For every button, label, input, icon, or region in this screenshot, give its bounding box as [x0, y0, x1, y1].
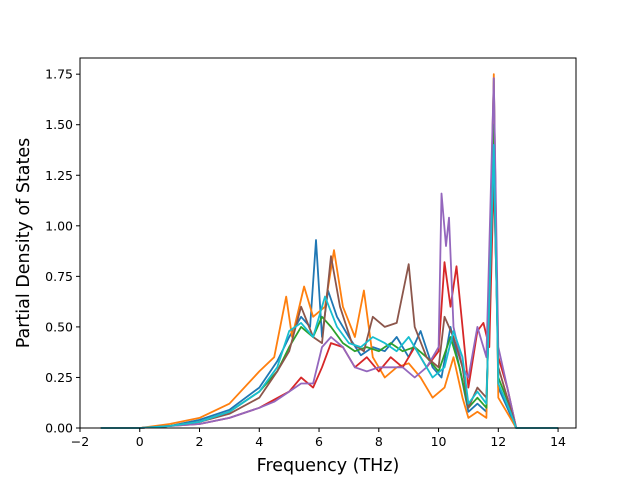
- x-axis-ticks: −2 0 2 4 6 8 10 12 14: [71, 428, 566, 449]
- series-line-7: [100, 143, 559, 429]
- series-line-6: [100, 164, 559, 429]
- y-axis-label: Partial Density of States: [14, 138, 34, 349]
- series-line-5: [100, 77, 559, 429]
- y-tick-label: 0.75: [45, 269, 73, 284]
- x-tick-label: 2: [196, 434, 204, 449]
- y-tick-label: 0.50: [45, 319, 73, 334]
- y-tick-label: 1.50: [45, 117, 73, 132]
- y-tick-label: 0.25: [45, 370, 73, 385]
- y-tick-label: 1.75: [45, 67, 73, 82]
- x-tick-label: 4: [255, 434, 263, 449]
- y-tick-label: 1.25: [45, 168, 73, 183]
- x-tick-label: 10: [431, 434, 447, 449]
- y-axis-ticks: 0.00 0.25 0.50 0.75 1.00 1.25 1.50 1.75: [45, 67, 80, 436]
- y-tick-label: 1.00: [45, 218, 73, 233]
- x-tick-label: 6: [315, 434, 323, 449]
- series-line-2: [100, 73, 559, 429]
- series-line-1: [100, 77, 559, 429]
- series-layer: [100, 73, 559, 429]
- x-tick-label: 14: [550, 434, 566, 449]
- x-tick-label: 8: [375, 434, 383, 449]
- x-tick-label: 0: [136, 434, 144, 449]
- x-tick-label: −2: [71, 434, 89, 449]
- plot-frame: [79, 57, 577, 429]
- x-axis-label: Frequency (THz): [257, 456, 400, 476]
- x-tick-label: 12: [490, 434, 506, 449]
- y-tick-label: 0.00: [45, 421, 73, 436]
